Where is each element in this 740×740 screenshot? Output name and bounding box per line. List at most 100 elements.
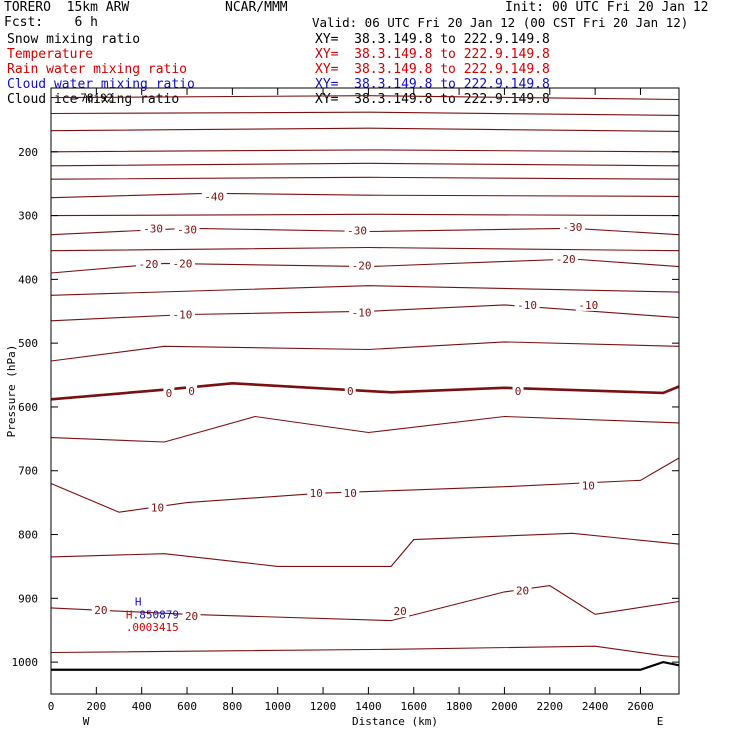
contour-label-bg — [514, 297, 540, 311]
annotation-label: -78.92 — [74, 92, 114, 105]
contour-label-bg — [553, 251, 579, 265]
y-tick-label: 1000 — [12, 656, 39, 669]
contour-label-bg — [513, 583, 532, 597]
x-tick-label: 800 — [222, 700, 242, 713]
contour-label-bg — [349, 258, 375, 272]
contour-label-bg — [575, 297, 601, 311]
model-name: TORERO 15km ARW — [4, 0, 130, 15]
valid-time: Valid: 06 UTC Fri 20 Jan 12 (00 CST Fri … — [312, 15, 689, 30]
contour-label-bg — [182, 609, 201, 623]
contour-line-minus-60 — [50, 127, 680, 132]
contour-label: 20 — [94, 604, 107, 617]
legend-snow-xy: XY= 38.3.149.8 to 222.9.149.8 — [315, 32, 550, 47]
init-time: Init: 00 UTC Fri 20 Jan 12 — [505, 0, 709, 15]
axes: 0 200 400 600 800 1000 1200 1400 1600 1800 2000 220… — [5, 87, 680, 728]
legend-snow: Snow mixing ratio — [7, 32, 141, 47]
contour-label: -20 — [556, 253, 576, 266]
x-tick-label: 2400 — [582, 700, 609, 713]
contour-label-bg — [174, 222, 200, 236]
contour-label-bg — [559, 220, 585, 234]
contour-line-minus-35 — [50, 213, 680, 217]
terrain-line — [51, 660, 680, 671]
y-tick-label: 500 — [18, 337, 38, 350]
contour-label-bg — [148, 500, 167, 514]
contour-label: -20 — [352, 259, 372, 272]
contour-labels: -40 -30 -30 -30 -30 -20 -20 -20 -20 -10 -10 -10 -10 0… — [91, 189, 601, 623]
legend-cloud-ice: Cloud ice mixing ratio — [7, 92, 180, 107]
contour-label: 10 — [151, 502, 164, 515]
y-tick-label: 900 — [18, 592, 38, 605]
contour-label: -30 — [143, 222, 163, 235]
contour-label: 10 — [310, 487, 323, 500]
y-tick-label: 400 — [18, 273, 38, 286]
legend-temperature-xy: XY= 38.3.149.8 to 222.9.149.8 — [315, 47, 550, 62]
contour-label-bg — [201, 189, 227, 203]
contour-line-0 — [50, 381, 680, 401]
east-label: E — [657, 715, 664, 728]
contour-label-bg — [140, 221, 166, 235]
contour-line-5 — [50, 415, 680, 443]
contour-label-bg — [169, 307, 195, 321]
contour-label: 20 — [185, 610, 198, 623]
contour-line-minus-25 — [50, 246, 680, 252]
contour-label: 20 — [394, 605, 407, 618]
contour-line-minus-45 — [50, 176, 680, 180]
temperature-contours — [50, 95, 680, 671]
contour-label: 10 — [582, 479, 595, 492]
organization: NCAR/MMM — [225, 0, 288, 15]
contour-line-minus-55 — [50, 149, 680, 153]
contour-line-minus-15 — [50, 285, 680, 296]
contour-line-minus-65 — [50, 111, 680, 116]
legend-temperature: Temperature — [7, 47, 94, 62]
x-tick-label: 1200 — [310, 700, 337, 713]
contour-line-minus-40 — [50, 192, 680, 199]
contour-label-bg — [344, 384, 356, 397]
legend-rain: Rain water mixing ratio — [7, 62, 188, 77]
contour-label-bg — [186, 384, 198, 397]
contour-label-bg — [135, 257, 161, 271]
legend-rain-xy: XY= 38.3.149.8 to 222.9.149.8 — [315, 62, 550, 77]
x-tick-label: 0 — [48, 700, 55, 713]
contour-line-minus-5 — [50, 341, 680, 362]
contour-label: -10 — [578, 299, 598, 312]
contour-label-bg — [163, 385, 175, 399]
contour-line-minus-70 — [50, 95, 680, 101]
west-label: W — [83, 715, 90, 728]
contour-label-bg — [344, 223, 370, 237]
contour-line-25 — [50, 645, 680, 658]
y-axis-label: Pressure (hPa) — [5, 345, 18, 438]
contour-label: -20 — [173, 257, 193, 270]
y-tick-label: 300 — [18, 210, 38, 223]
y-tick-label: 800 — [18, 529, 38, 542]
forecast-hour: Fcst: 6 h — [4, 15, 98, 30]
x-tick-label: 2600 — [627, 700, 654, 713]
contour-line-15 — [50, 532, 680, 567]
x-tick-label: 600 — [177, 700, 197, 713]
contour-label: -20 — [139, 258, 159, 271]
contour-label: -30 — [347, 224, 367, 237]
contour-label-bg — [391, 604, 410, 618]
contour-label: -40 — [204, 190, 224, 203]
contour-label: 20 — [516, 585, 529, 598]
contour-label: 0 — [166, 387, 173, 400]
contour-label: 0 — [188, 385, 195, 398]
annotation-label: H — [126, 608, 133, 621]
y-tick-label: 600 — [18, 401, 38, 414]
contour-label: 10 — [344, 487, 357, 500]
contour-label: -30 — [177, 224, 197, 237]
x-tick-label: 1000 — [264, 700, 291, 713]
annotation-label: H — [135, 596, 142, 609]
contour-label: -10 — [173, 308, 193, 321]
x-tick-label: 1800 — [446, 700, 473, 713]
contour-label-bg — [341, 486, 360, 500]
annotations: -78.92 HH .850879.0003415 — [74, 92, 179, 634]
contour-line-minus-50 — [50, 162, 680, 167]
plot-frame — [50, 87, 680, 695]
contour-label: -30 — [563, 221, 583, 234]
x-tick-label: 1600 — [400, 700, 427, 713]
x-tick-label: 400 — [132, 700, 152, 713]
x-axis-label: Distance (km) — [352, 715, 438, 728]
contour-label: 0 — [515, 385, 522, 398]
